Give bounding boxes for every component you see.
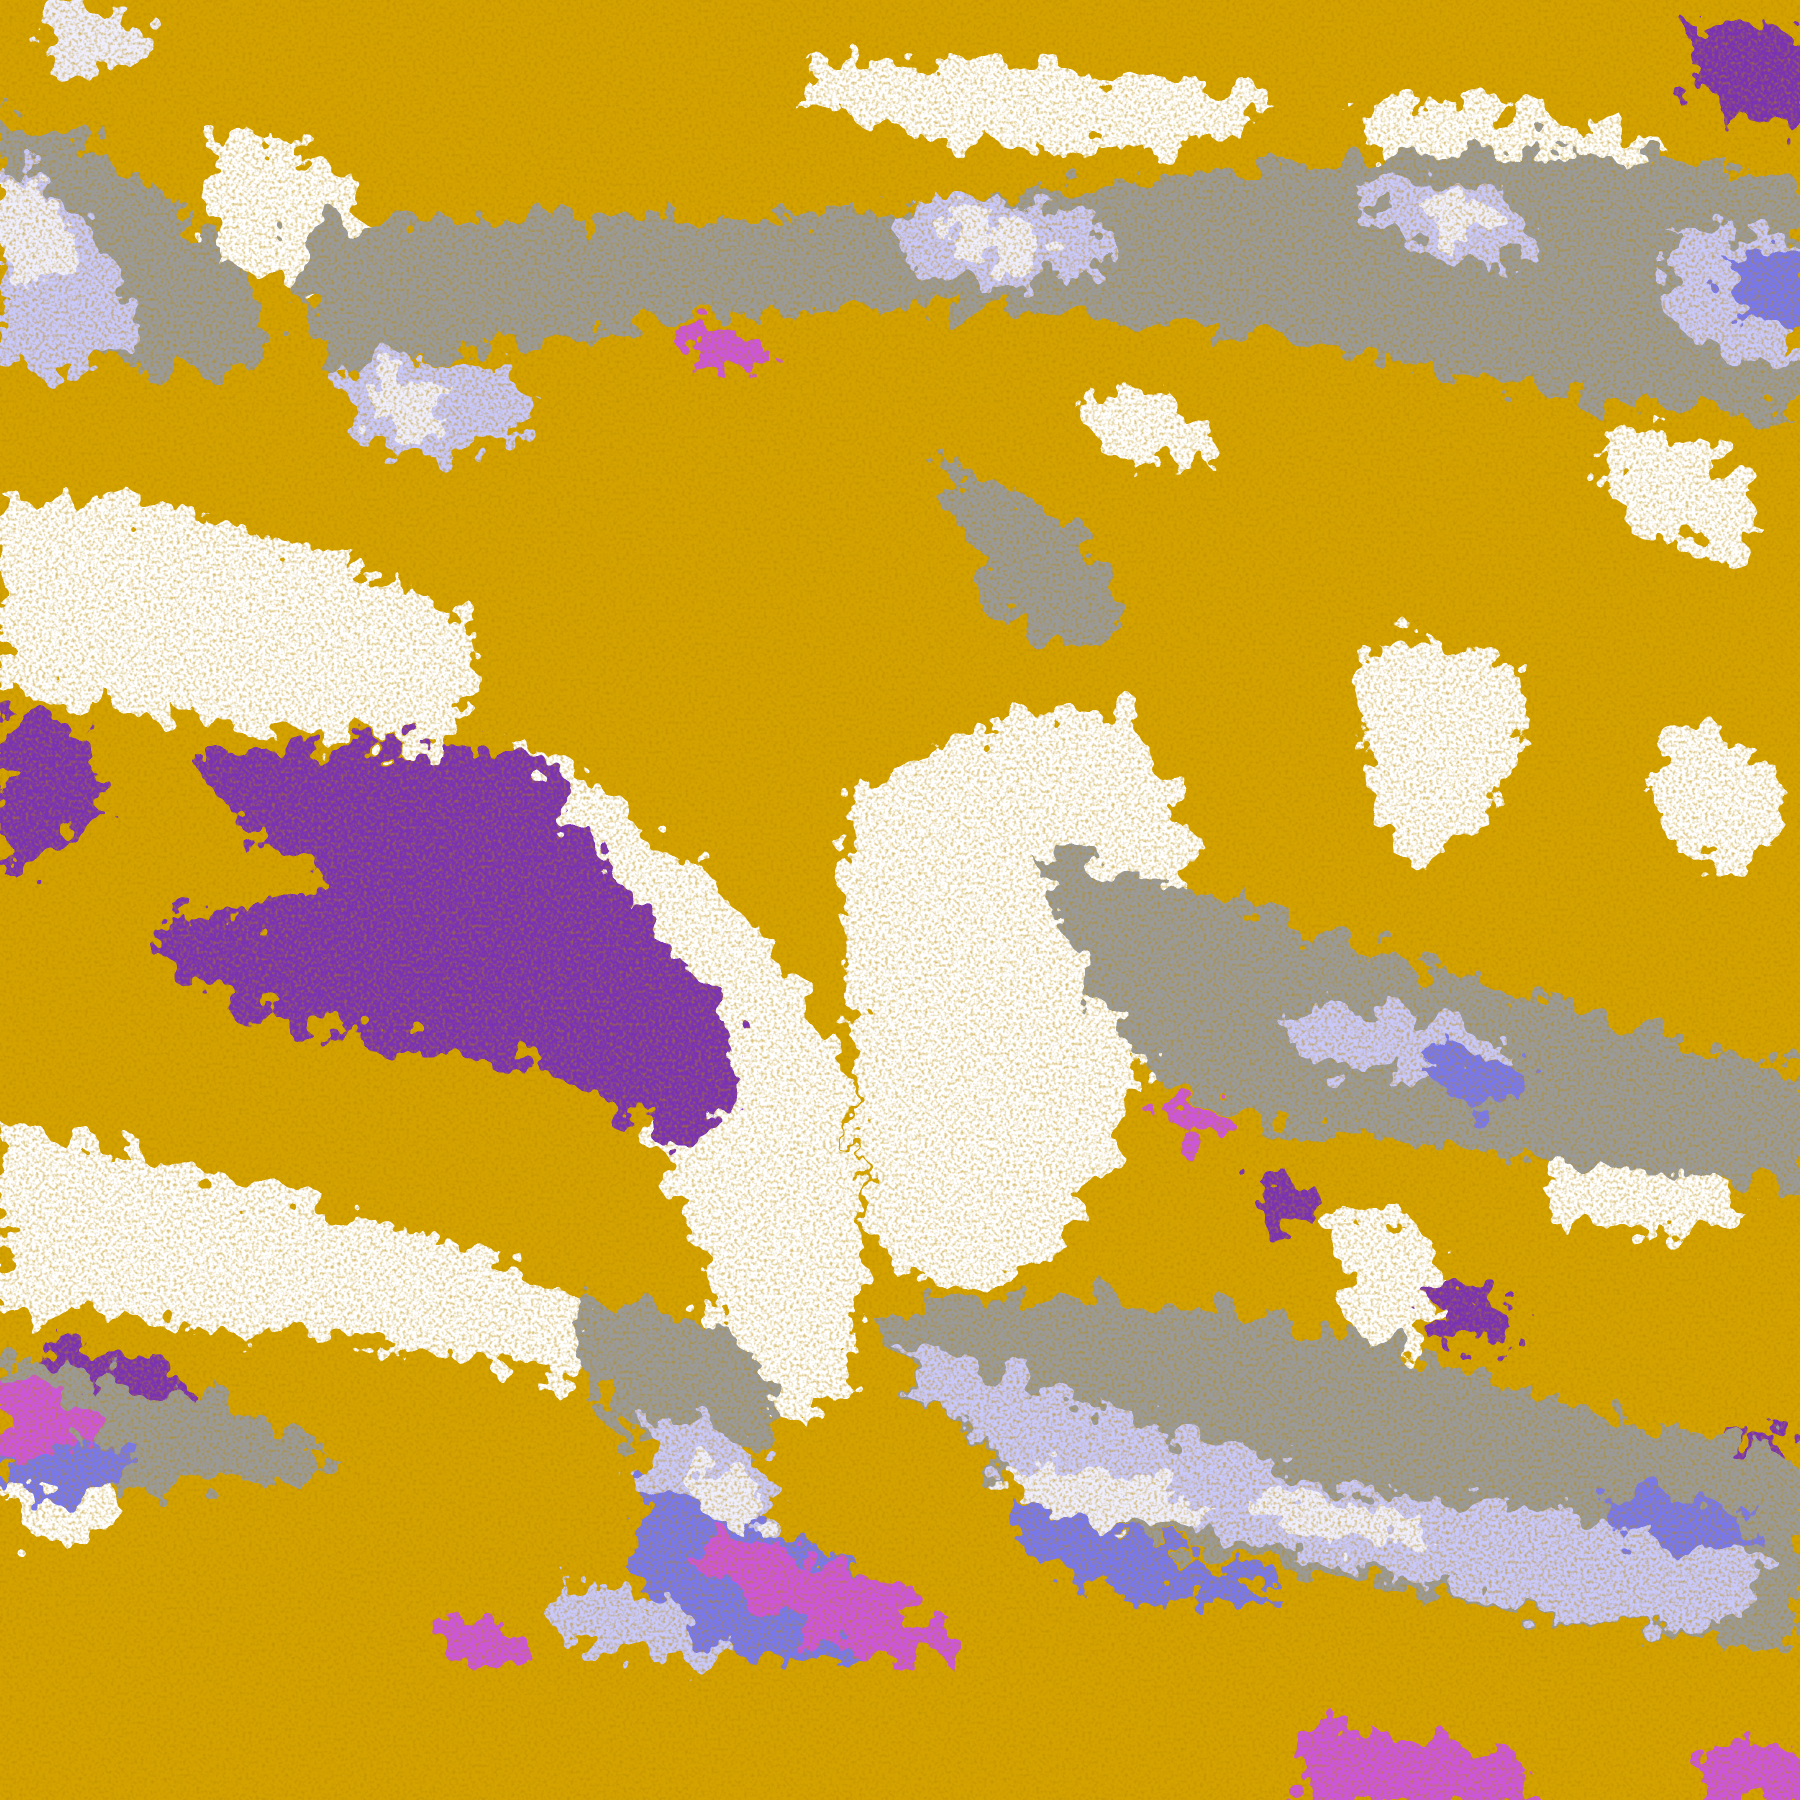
map-layers bbox=[0, 0, 1800, 1800]
cloud-classification-map bbox=[0, 0, 1800, 1800]
low-cloud-speckle-texture bbox=[0, 0, 1800, 1800]
